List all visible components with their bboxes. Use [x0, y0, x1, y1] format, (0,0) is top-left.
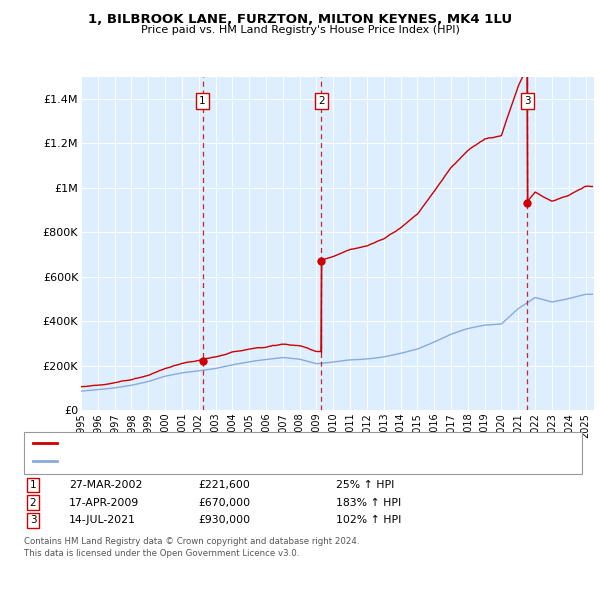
Text: 1: 1 [199, 96, 206, 106]
Text: This data is licensed under the Open Government Licence v3.0.: This data is licensed under the Open Gov… [24, 549, 299, 558]
Text: 25% ↑ HPI: 25% ↑ HPI [336, 480, 394, 490]
Text: £930,000: £930,000 [198, 516, 250, 525]
Text: 3: 3 [524, 96, 531, 106]
Text: 1: 1 [29, 480, 37, 490]
Text: 14-JUL-2021: 14-JUL-2021 [69, 516, 136, 525]
Text: HPI: Average price, detached house, Milton Keynes: HPI: Average price, detached house, Milt… [60, 457, 314, 466]
Text: 3: 3 [29, 516, 37, 525]
Text: £221,600: £221,600 [198, 480, 250, 490]
Text: 17-APR-2009: 17-APR-2009 [69, 498, 139, 507]
Text: 2: 2 [318, 96, 325, 106]
Text: £670,000: £670,000 [198, 498, 250, 507]
Text: 27-MAR-2002: 27-MAR-2002 [69, 480, 142, 490]
Text: Price paid vs. HM Land Registry's House Price Index (HPI): Price paid vs. HM Land Registry's House … [140, 25, 460, 35]
Text: Contains HM Land Registry data © Crown copyright and database right 2024.: Contains HM Land Registry data © Crown c… [24, 537, 359, 546]
Text: 2: 2 [29, 498, 37, 507]
Text: 1, BILBROOK LANE, FURZTON, MILTON KEYNES, MK4 1LU (detached house): 1, BILBROOK LANE, FURZTON, MILTON KEYNES… [60, 438, 433, 447]
Text: 1, BILBROOK LANE, FURZTON, MILTON KEYNES, MK4 1LU: 1, BILBROOK LANE, FURZTON, MILTON KEYNES… [88, 13, 512, 26]
Text: 183% ↑ HPI: 183% ↑ HPI [336, 498, 401, 507]
Text: 102% ↑ HPI: 102% ↑ HPI [336, 516, 401, 525]
